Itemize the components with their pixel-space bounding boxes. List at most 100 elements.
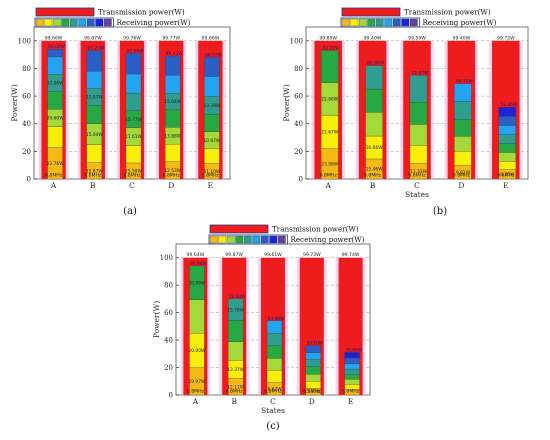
- segment-value-label: 22.67W: [321, 130, 339, 136]
- receiving-segment: [454, 136, 472, 152]
- frequency-label: 6.8MHz: [163, 173, 181, 179]
- transmission-value-label: 99.72W: [497, 35, 515, 41]
- receiving-segment: [47, 56, 63, 75]
- y-axis-label: Power(W): [152, 301, 161, 338]
- receiving-segment: [409, 75, 428, 103]
- receiving-segment: [47, 126, 63, 148]
- receiving-segment: [454, 101, 472, 120]
- legend-swatch-receiving: [69, 18, 78, 27]
- receiving-segment: [454, 119, 472, 137]
- legend-swatch-receiving: [44, 18, 53, 27]
- receiving-segment: [344, 379, 360, 385]
- receiving-segment: [305, 359, 321, 367]
- y-tick-label: 60: [164, 309, 173, 317]
- legend-swatch-receiving: [341, 18, 350, 27]
- legend-swatch-receiving: [86, 18, 95, 27]
- transmission-value-label: 99.74W: [342, 252, 360, 258]
- receiving-segment: [454, 83, 472, 102]
- legend-swatch-receiving: [61, 18, 70, 27]
- legend-swatch-receiving: [384, 18, 393, 27]
- receiving-segment: [409, 124, 428, 146]
- segment-value-label: 15.46W: [366, 167, 384, 173]
- transmission-value-label: 99.76W: [123, 35, 141, 41]
- x-tick-label: D: [309, 397, 315, 406]
- transmission-value-label: 99.64W: [187, 252, 205, 258]
- receiving-segment: [498, 161, 516, 170]
- legend-swatch-receiving: [226, 235, 235, 244]
- transmission-value-label: 99.89W: [319, 35, 337, 41]
- legend-swatch-receiving: [401, 18, 410, 27]
- legend-label-transmission: Transmission power(W): [272, 225, 359, 234]
- legend-swatch-receiving: [375, 18, 384, 27]
- legend-swatch-receiving: [243, 235, 252, 244]
- receiving-segment: [204, 76, 220, 97]
- x-axis-label: States: [261, 406, 285, 415]
- receiving-segment: [204, 114, 220, 132]
- x-tick-label: D: [168, 181, 174, 190]
- segment-value-label: 10.87W: [203, 138, 221, 144]
- legend-swatch-receiving: [252, 235, 261, 244]
- receiving-total-label: 89.41W: [166, 51, 184, 57]
- receiving-segment: [266, 320, 283, 334]
- legend-swatch-transmission: [35, 7, 95, 17]
- receiving-segment: [321, 50, 339, 83]
- frequency-label: 6.8MHz: [264, 389, 282, 395]
- legend-swatch-transmission: [209, 224, 269, 234]
- receiving-segment: [266, 345, 283, 359]
- receiving-segment: [86, 144, 102, 163]
- y-tick-label: 0: [299, 176, 303, 184]
- receiving-segment: [165, 144, 181, 162]
- legend-swatch-receiving: [209, 235, 218, 244]
- segment-value-label: 15.07W: [86, 94, 104, 100]
- receiving-total-label: 91.54W: [127, 48, 145, 54]
- x-tick-label: D: [458, 181, 464, 190]
- x-tick-label: B: [90, 181, 96, 190]
- segment-value-label: 22.76W: [47, 161, 65, 167]
- x-tick-label: C: [129, 181, 135, 190]
- legend-swatch-receiving: [269, 235, 278, 244]
- segment-value-label: 6.75W: [500, 172, 515, 178]
- frequency-label: 6.8MHz: [123, 173, 141, 179]
- legend-swatch-receiving: [35, 18, 44, 27]
- legend-swatch-receiving: [95, 18, 104, 27]
- receiving-segment: [344, 363, 360, 370]
- legend-frame-receiving: [340, 17, 420, 28]
- transmission-value-label: 99.87W: [84, 35, 102, 41]
- frequency-label: 6.8MHz: [453, 173, 471, 179]
- receiving-segment: [165, 75, 181, 94]
- receiving-segment: [204, 148, 220, 164]
- receiving-segment: [189, 265, 205, 300]
- receiving-segment: [344, 357, 360, 364]
- y-tick-label: 20: [164, 364, 173, 372]
- receiving-segment: [204, 57, 220, 77]
- segment-value-label: 12.11W: [227, 384, 245, 390]
- x-tick-label: A: [50, 181, 57, 190]
- transmission-value-label: 99.77W: [162, 35, 180, 41]
- receiving-segment: [409, 102, 428, 125]
- segment-value-label: 13.88W: [164, 133, 182, 139]
- frequency-label: 6.8MHz: [342, 389, 360, 395]
- receiving-total-label: 30.90W: [345, 347, 363, 353]
- receiving-segment: [409, 145, 428, 164]
- x-tick-label: B: [370, 181, 376, 190]
- x-tick-label: A: [192, 397, 199, 406]
- y-tick-label: 0: [169, 392, 173, 400]
- receiving-segment: [498, 116, 516, 126]
- segment-value-label: 20.00W: [188, 280, 206, 286]
- receiving-segment: [305, 366, 321, 375]
- legend-frame-receiving: [208, 234, 288, 245]
- y-axis-label: Power(W): [282, 84, 291, 121]
- receiving-total-label: 92.22W: [323, 45, 341, 51]
- receiving-segment: [344, 368, 360, 375]
- segment-value-label: 11.61W: [125, 134, 143, 140]
- frequency-label: 6.8MHz: [408, 173, 426, 179]
- receiving-segment: [498, 107, 516, 117]
- y-tick-label: 60: [22, 93, 31, 101]
- frequency-label: 6.8MHz: [226, 389, 244, 395]
- legend-swatch-receiving: [103, 18, 112, 27]
- receiving-segment: [498, 152, 516, 162]
- receiving-segment: [454, 151, 472, 166]
- panel-label: (a): [123, 206, 137, 217]
- receiving-segment: [498, 125, 516, 135]
